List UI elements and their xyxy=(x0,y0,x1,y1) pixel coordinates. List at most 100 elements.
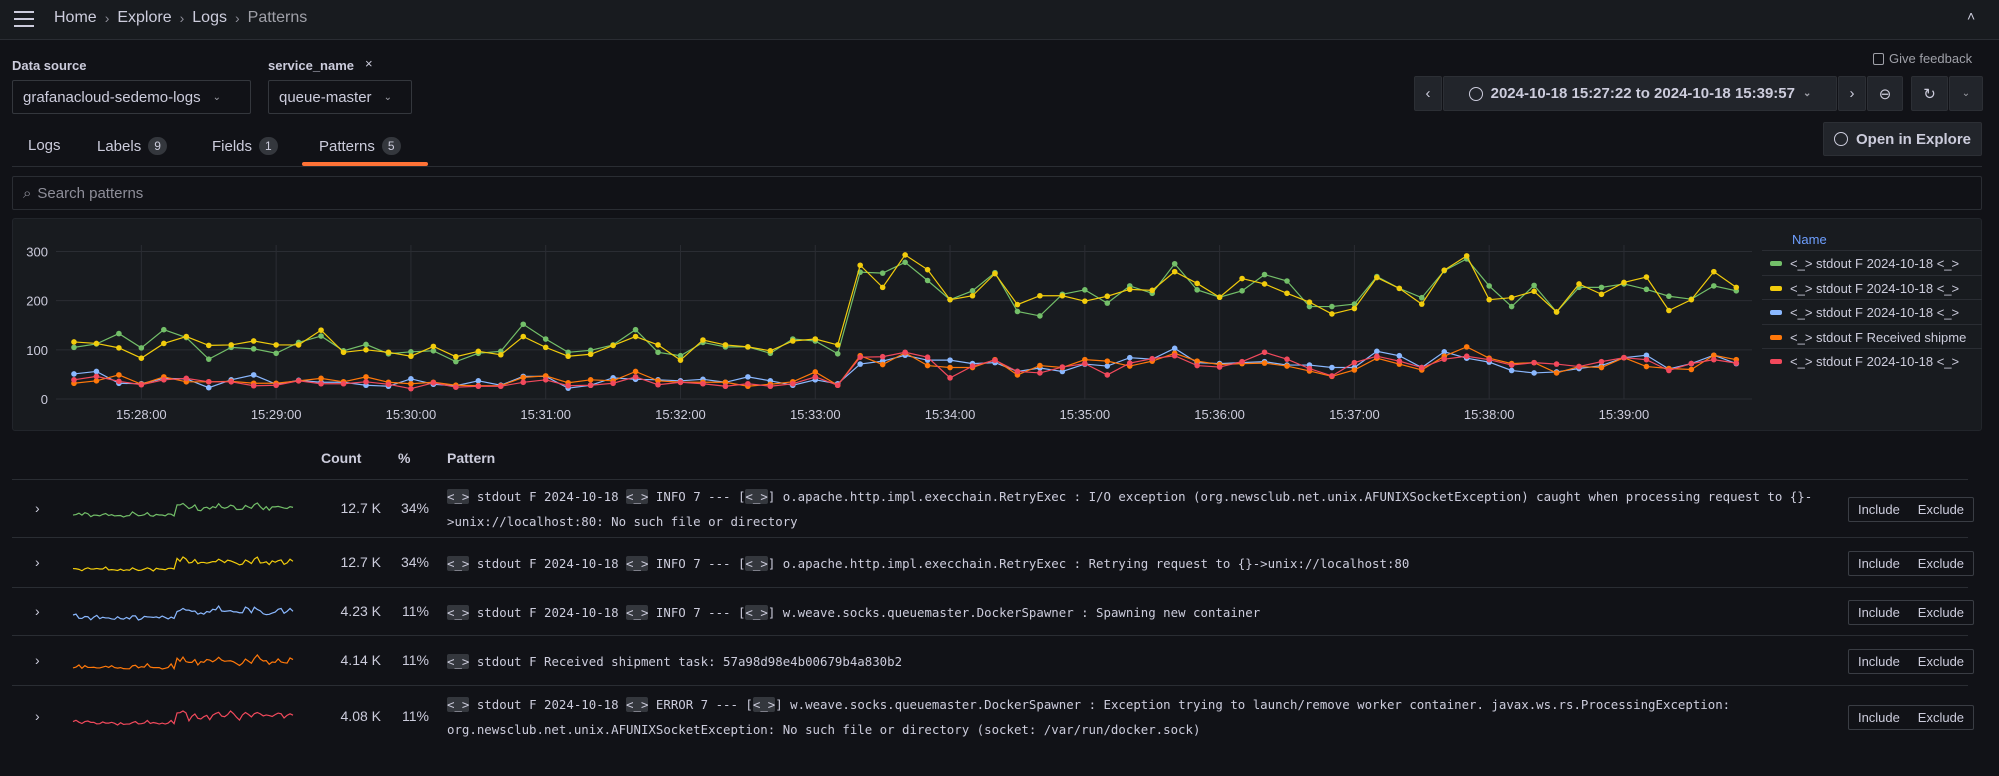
data-point xyxy=(1486,356,1492,363)
expand-row-icon[interactable]: › xyxy=(35,554,40,570)
data-point xyxy=(1239,275,1245,282)
data-point xyxy=(1531,282,1537,289)
data-point xyxy=(1418,364,1425,371)
legend-divider xyxy=(1762,299,1982,300)
data-point xyxy=(1508,367,1515,374)
exclude-button[interactable]: Exclude xyxy=(1917,501,1965,517)
breadcrumb-home[interactable]: Home xyxy=(54,9,97,26)
search-placeholder: Search patterns xyxy=(37,184,144,202)
data-point xyxy=(655,349,661,356)
data-point xyxy=(1463,353,1470,360)
open-in-explore-button[interactable]: Open in Explore xyxy=(1823,122,1982,156)
expand-row-icon[interactable]: › xyxy=(35,708,40,724)
data-point xyxy=(205,378,212,385)
datasource-select[interactable]: grafanacloud-sedemo-logs ⌄ xyxy=(12,80,251,114)
data-point xyxy=(947,364,953,371)
include-button[interactable]: Include xyxy=(1857,604,1900,620)
tab-patterns-label: Patterns xyxy=(319,137,375,155)
breadcrumb-explore[interactable]: Explore xyxy=(117,9,172,26)
time-back-button[interactable]: ‹ xyxy=(1414,76,1442,111)
chevron-up-icon[interactable]: ˄ xyxy=(1967,8,1976,24)
include-button[interactable]: Include xyxy=(1857,501,1900,517)
include-exclude-group: Include Exclude xyxy=(1848,550,1974,576)
pattern-token: <_> xyxy=(447,697,470,712)
data-point xyxy=(1351,301,1358,307)
expand-row-icon[interactable]: › xyxy=(35,500,40,516)
data-point xyxy=(430,348,437,354)
patterns-chart: 0 100 200 300 15:28:00 15:29:00 15:30:00 15:31:… xyxy=(26,244,1752,422)
tab-logs[interactable]: Logs xyxy=(28,137,61,154)
give-feedback-link[interactable]: Give feedback xyxy=(1873,51,1972,66)
data-point xyxy=(71,371,77,377)
pattern-row: › 4.23 K 11% <_> stdout F 2024-10-18 <_> IN… xyxy=(12,587,1974,635)
data-point xyxy=(205,356,212,362)
x-tick-label: 15:36:00 xyxy=(1194,407,1245,422)
data-point xyxy=(1531,288,1537,295)
data-point xyxy=(1598,358,1605,365)
data-point xyxy=(1239,358,1245,365)
menu-icon[interactable] xyxy=(14,11,34,27)
data-point xyxy=(565,353,571,360)
service-name-select[interactable]: queue-master ⌄ xyxy=(268,80,412,114)
include-button[interactable]: Include xyxy=(1857,709,1900,725)
data-point xyxy=(1441,348,1448,355)
x-tick-label: 15:31:00 xyxy=(520,407,571,422)
legend-item[interactable]: <_> stdout F 2024-10-18 <_> xyxy=(1770,281,1975,296)
data-point xyxy=(1598,364,1605,371)
remove-filter-icon[interactable]: × xyxy=(365,56,373,71)
data-point xyxy=(295,378,302,384)
data-point xyxy=(1059,364,1066,370)
exclude-button[interactable]: Exclude xyxy=(1917,653,1965,669)
count-header[interactable]: Count xyxy=(321,450,362,466)
legend-item[interactable]: <_> stdout F 2024-10-18 <_> xyxy=(1770,305,1975,320)
data-point xyxy=(1082,356,1088,363)
legend-item[interactable]: <_> stdout F 2024-10-18 <_> xyxy=(1770,256,1975,271)
legend-header[interactable]: Name xyxy=(1792,232,1827,247)
tab-patterns[interactable]: Patterns 5 xyxy=(319,137,401,155)
data-point xyxy=(745,380,751,387)
time-range-button[interactable]: 2024-10-18 15:27:22 to 2024-10-18 15:39:… xyxy=(1443,76,1837,111)
legend-item[interactable]: <_> stdout F 2024-10-18 <_> xyxy=(1770,354,1975,369)
time-forward-button[interactable]: › xyxy=(1838,76,1866,111)
data-point xyxy=(587,382,594,389)
expand-row-icon[interactable]: › xyxy=(35,652,40,668)
y-tick-label: 100 xyxy=(26,343,48,358)
percent-header[interactable]: % xyxy=(398,450,411,466)
data-point xyxy=(1688,360,1695,367)
data-point xyxy=(610,342,616,349)
data-point xyxy=(879,270,886,276)
data-point xyxy=(632,333,639,340)
breadcrumb-logs[interactable]: Logs xyxy=(192,9,227,26)
exclude-button[interactable]: Exclude xyxy=(1917,604,1965,620)
data-point xyxy=(1194,358,1200,364)
data-point xyxy=(857,262,863,269)
data-point xyxy=(1643,274,1650,280)
data-point xyxy=(1104,363,1111,369)
pattern-segment: stdout F 2024-10-18 xyxy=(469,555,627,571)
refresh-button[interactable]: ↻ xyxy=(1911,76,1948,111)
include-button[interactable]: Include xyxy=(1857,555,1900,571)
data-point xyxy=(408,380,414,387)
refresh-icon: ↻ xyxy=(1923,85,1936,103)
refresh-interval-button[interactable]: ⌄ xyxy=(1949,76,1983,111)
data-point xyxy=(1059,368,1066,375)
tab-labels[interactable]: Labels 9 xyxy=(97,137,167,155)
exclude-button[interactable]: Exclude xyxy=(1917,709,1965,725)
data-point xyxy=(1351,305,1358,312)
tab-fields[interactable]: Fields 1 xyxy=(212,137,278,155)
zoom-out-button[interactable]: ⊖ xyxy=(1867,76,1903,111)
exclude-button[interactable]: Exclude xyxy=(1917,555,1965,571)
data-point xyxy=(947,357,953,363)
include-button[interactable]: Include xyxy=(1857,653,1900,669)
search-patterns-input[interactable]: ⌕ Search patterns xyxy=(12,176,1982,210)
data-point xyxy=(587,347,594,354)
data-point xyxy=(295,342,302,348)
service-name-label: service_name xyxy=(268,58,355,73)
data-point xyxy=(1171,352,1178,359)
legend-item[interactable]: <_> stdout F Received shipme xyxy=(1770,330,1975,345)
data-point xyxy=(116,345,122,351)
data-point xyxy=(273,350,279,357)
data-point xyxy=(453,358,459,365)
expand-row-icon[interactable]: › xyxy=(35,603,40,619)
data-point xyxy=(790,380,796,387)
